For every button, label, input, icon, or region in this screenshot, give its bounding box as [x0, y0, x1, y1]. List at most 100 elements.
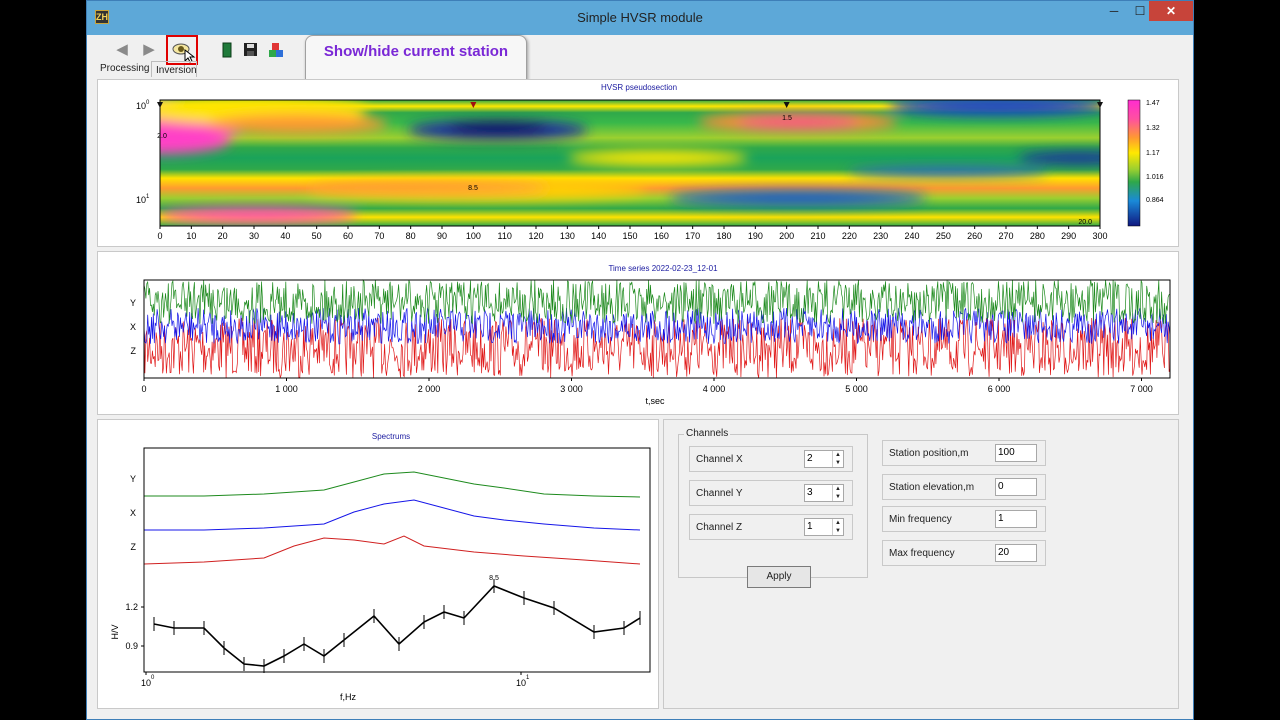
pseudosection-blob [568, 150, 748, 166]
station-position-input[interactable]: 100 [995, 444, 1037, 462]
pseudosection-tick-label: 290 [1061, 231, 1076, 241]
pseudosection-tick-label: 170 [685, 231, 700, 241]
pseudosection-tick-label: 80 [406, 231, 416, 241]
channel-z-label: Channel Z [696, 522, 743, 533]
channel-x-label: Channel X [696, 454, 743, 465]
station-position-label: Station position,m [889, 448, 969, 459]
spectrum-xlabel: f,Hz [340, 692, 357, 702]
timeseries-channel-label: Y [130, 298, 136, 308]
eye-icon [172, 43, 196, 63]
window-title: Simple HVSR module [577, 10, 703, 25]
toolbar: ◀ ▶ Processing Inversion [87, 35, 1193, 79]
channel-z-spinner[interactable]: 1 ▲ ▼ [804, 518, 844, 536]
pseudosection-tick-label: 240 [904, 231, 919, 241]
channel-y-value: 3 [807, 487, 813, 498]
spinner-arrows-icon[interactable]: ▲ ▼ [832, 451, 843, 467]
pseudosection-annotation: 2.0 [157, 133, 167, 140]
spinner-arrows-icon[interactable]: ▲ ▼ [832, 485, 843, 501]
show-hide-station-button[interactable] [166, 35, 198, 65]
spectrum-channel-label: Y [130, 474, 136, 484]
pseudosection-tick-label: 260 [967, 231, 982, 241]
pseudosection-tick-label: 40 [280, 231, 290, 241]
spectrum-x-exponent: 0 [151, 675, 155, 681]
timeseries-trace-y [143, 279, 1171, 325]
pseudosection-tick-label: 70 [374, 231, 384, 241]
pseudosection-tick-label: 230 [873, 231, 888, 241]
spectrum-x-exponent: 1 [526, 675, 530, 681]
pseudosection-tick-label: 0 [157, 231, 162, 241]
pseudosection-y-label: 10 [136, 195, 146, 205]
close-button[interactable]: ✕ [1149, 1, 1193, 21]
colorbar-tick-label: 0.864 [1146, 197, 1164, 204]
spectrum-curve-y [144, 471, 641, 498]
pseudosection-tick-label: 280 [1030, 231, 1045, 241]
save-icon[interactable] [242, 41, 260, 59]
pseudosection-tick-label: 220 [842, 231, 857, 241]
hvsr-window: ZH Simple HVSR module ─ ☐ ✕ ◀ ▶ Processi… [86, 0, 1194, 720]
channels-title: Channels [684, 428, 731, 439]
pseudosection-blob [1018, 152, 1100, 164]
pseudosection-tick-label: 60 [343, 231, 353, 241]
station-marker-icon [157, 102, 163, 108]
settings-area: Channels Channel X 2 ▲ ▼ Channel Y 3 ▲ ▼ C… [663, 419, 1179, 709]
channel-x-row: Channel X 2 ▲ ▼ [689, 446, 853, 472]
timeseries-trace-x [143, 307, 1171, 345]
pseudosection-tick-label: 190 [748, 231, 763, 241]
spectrum-x-tick-label: 10 [516, 678, 526, 688]
arrow-left-icon[interactable]: ◀ [116, 41, 128, 58]
pseudosection-blob [160, 126, 230, 154]
title-bar[interactable]: ZH Simple HVSR module ─ ☐ ✕ [87, 1, 1193, 35]
arrow-right-icon[interactable]: ▶ [143, 41, 155, 58]
station-elevation-row: Station elevation,m 0 [882, 474, 1046, 500]
pseudosection-y-exponent: 0 [146, 100, 150, 106]
station-elevation-input[interactable]: 0 [995, 478, 1037, 496]
channel-y-spinner[interactable]: 3 ▲ ▼ [804, 484, 844, 502]
pseudosection-tick-label: 120 [528, 231, 543, 241]
pseudosection-blob [888, 100, 1100, 116]
pseudosection-tick-label: 140 [591, 231, 606, 241]
tab-processing[interactable]: Processing [100, 63, 150, 74]
min-frequency-input[interactable]: 1 [995, 510, 1037, 528]
max-frequency-input[interactable]: 20 [995, 544, 1037, 562]
spectrum-curve-x [144, 499, 641, 531]
pseudosection-blob [448, 122, 548, 134]
pseudosection-title: HVSR pseudosection [601, 83, 677, 92]
pseudosection-tick-label: 200 [779, 231, 794, 241]
spinner-arrows-icon[interactable]: ▲ ▼ [832, 519, 843, 535]
min-frequency-row: Min frequency 1 [882, 506, 1046, 532]
timeseries-chart[interactable]: Time series 2022-02-23_12-01 Y X Z 0 1 000 2 0… [98, 252, 1180, 416]
colorbar-tick-label: 1.016 [1146, 174, 1164, 181]
pseudosection-tick-label: 30 [249, 231, 259, 241]
channel-x-value: 2 [807, 453, 813, 464]
station-marker-icon [470, 102, 477, 108]
spectrum-curve-z [143, 535, 641, 565]
channel-y-label: Channel Y [696, 488, 743, 499]
pseudosection-y-exponent: 1 [146, 194, 150, 200]
timeseries-tick-label: 4 000 [703, 384, 726, 394]
maximize-button[interactable]: ☐ [1134, 4, 1146, 18]
apply-button[interactable]: Apply [747, 566, 811, 588]
spectrum-x-tick-label: 10 [141, 678, 151, 688]
station-marker-icon [1097, 102, 1103, 108]
battery-icon[interactable] [218, 41, 236, 59]
spectrums-panel: Spectrums 8.5 Y X Z 1.2 0.9 H/V 10 0 10 1 f,Hz [97, 419, 659, 709]
timeseries-tick-label: 2 000 [418, 384, 441, 394]
max-frequency-label: Max frequency [889, 548, 955, 559]
pseudosection-tick-label: 210 [810, 231, 825, 241]
max-frequency-row: Max frequency 20 [882, 540, 1046, 566]
pseudosection-blob [738, 117, 858, 127]
timeseries-tick-label: 0 [141, 384, 146, 394]
minimize-button[interactable]: ─ [1109, 4, 1119, 18]
tab-inversion[interactable]: Inversion [156, 65, 197, 76]
pseudosection-tick-label: 20 [218, 231, 228, 241]
timeseries-tick-label: 7 000 [1130, 384, 1153, 394]
channel-x-spinner[interactable]: 2 ▲ ▼ [804, 450, 844, 468]
timeseries-channel-label: Z [131, 346, 137, 356]
min-frequency-label: Min frequency [889, 514, 952, 525]
blocks-icon[interactable] [267, 41, 285, 59]
tab-inversion-frame[interactable]: Inversion [151, 61, 197, 77]
pseudosection-blob [848, 167, 1048, 177]
pseudosection-blob [668, 190, 928, 206]
